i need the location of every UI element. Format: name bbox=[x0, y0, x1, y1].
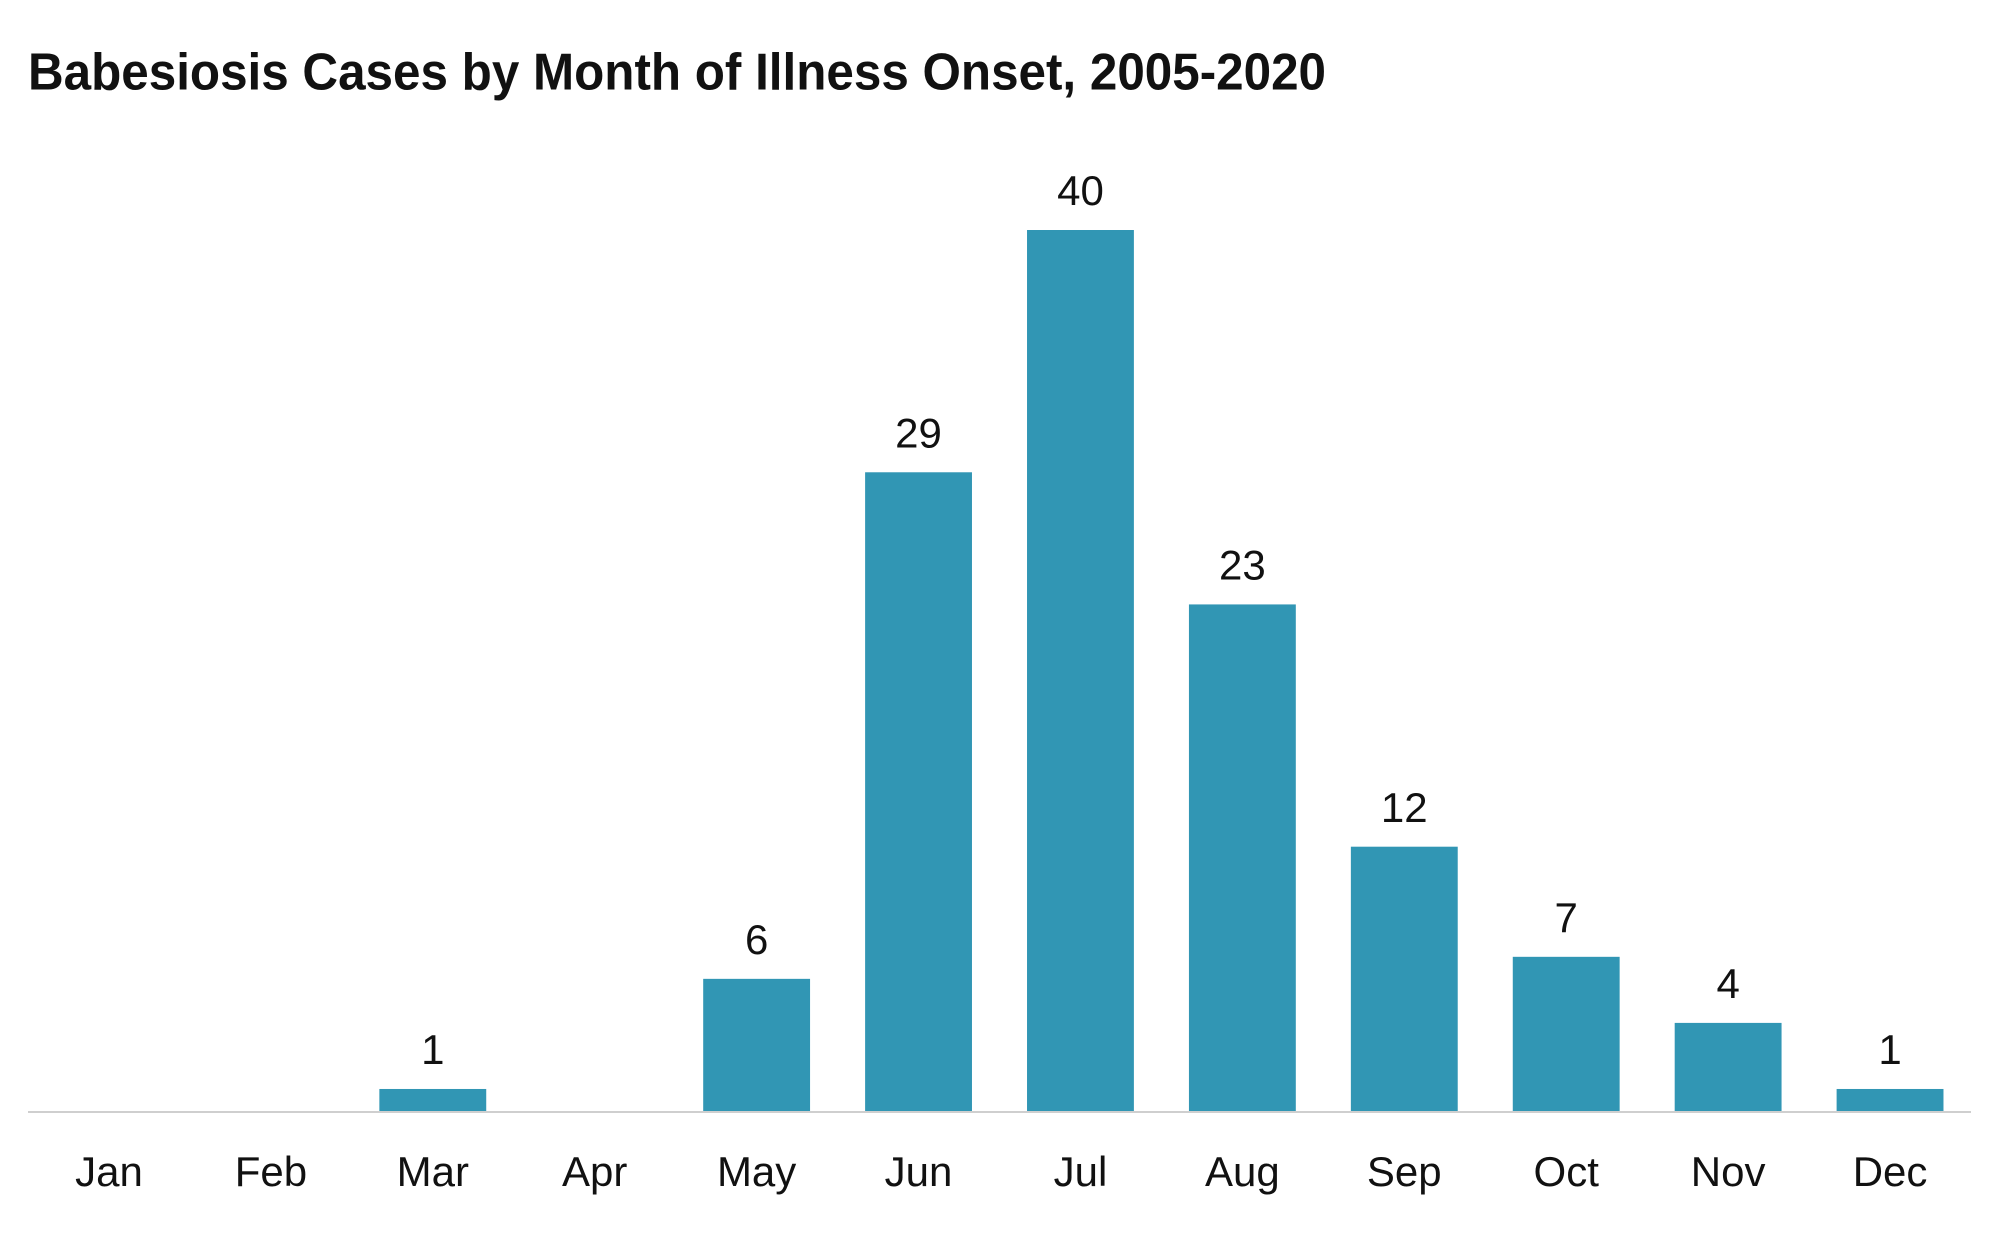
chart-title: Babesiosis Cases by Month of Illness Ons… bbox=[28, 44, 1326, 102]
data-label: 29 bbox=[895, 409, 942, 456]
data-label: 40 bbox=[1057, 167, 1104, 214]
data-label: 4 bbox=[1716, 960, 1739, 1007]
bar bbox=[1512, 956, 1620, 1111]
x-tick-label: Apr bbox=[562, 1148, 627, 1195]
x-tick-label: Feb bbox=[235, 1148, 307, 1195]
data-label: 1 bbox=[421, 1026, 444, 1073]
x-tick-label: Mar bbox=[397, 1148, 469, 1195]
data-label: 12 bbox=[1381, 784, 1428, 831]
bar bbox=[865, 472, 972, 1111]
bar bbox=[703, 978, 811, 1111]
bar bbox=[1027, 230, 1134, 1111]
x-tick-label: Dec bbox=[1853, 1148, 1928, 1195]
data-label: 7 bbox=[1555, 894, 1578, 941]
x-tick-label: Aug bbox=[1205, 1148, 1280, 1195]
bar bbox=[1188, 604, 1296, 1111]
data-label: 6 bbox=[745, 916, 768, 963]
bar bbox=[379, 1088, 487, 1111]
bar bbox=[1836, 1088, 1944, 1111]
x-tick-label: Nov bbox=[1691, 1148, 1766, 1195]
x-tick-label: Jun bbox=[885, 1148, 953, 1195]
bar bbox=[1674, 1022, 1782, 1111]
x-tick-label: Jul bbox=[1054, 1148, 1108, 1195]
bar bbox=[1350, 846, 1458, 1111]
x-tick-label: Jan bbox=[75, 1148, 143, 1195]
x-tick-label: Sep bbox=[1367, 1148, 1442, 1195]
data-label: 23 bbox=[1219, 542, 1266, 589]
data-label: 1 bbox=[1878, 1026, 1901, 1073]
x-tick-label: May bbox=[717, 1148, 796, 1195]
x-tick-label: Oct bbox=[1534, 1148, 1600, 1195]
